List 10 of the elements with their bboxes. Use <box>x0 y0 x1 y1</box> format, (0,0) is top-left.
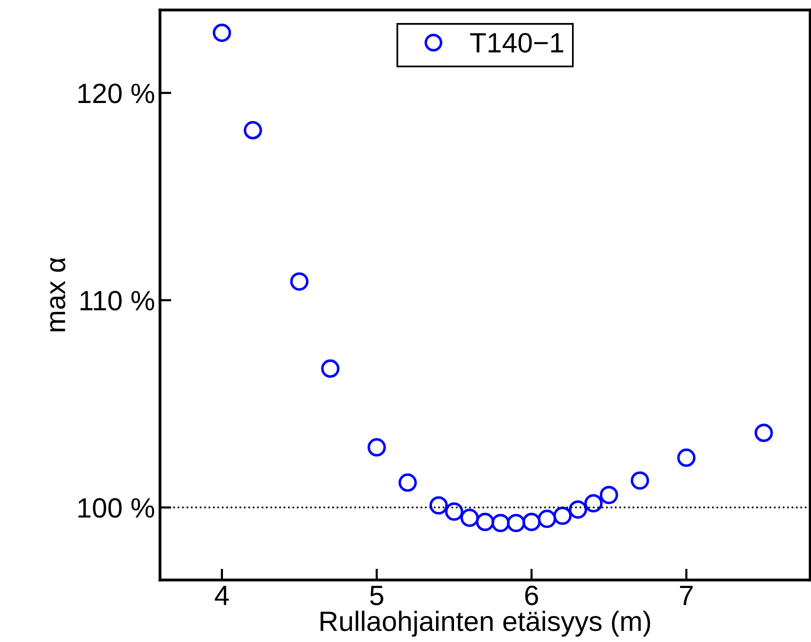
y-tick-label: 120 % <box>78 84 154 104</box>
x-axis-title: Rullaohjainten etäisyys (m) <box>320 610 650 637</box>
x-tick-label: 4 <box>214 586 229 605</box>
y-tick-label: 110 % <box>80 290 154 311</box>
x-tick-label: 6 <box>525 586 538 606</box>
y-axis-title: max α <box>50 258 66 332</box>
legend-label: T140−1 <box>470 32 564 53</box>
x-tick-label: 7 <box>680 586 693 605</box>
y-tick-label: 100 % <box>78 498 154 518</box>
x-tick-label: 5 <box>370 586 384 606</box>
